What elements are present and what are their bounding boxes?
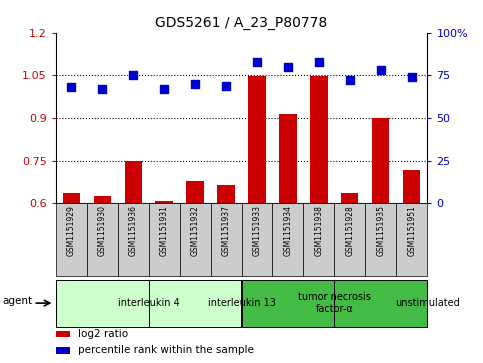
Point: [253, 59, 261, 65]
Text: GSM1151937: GSM1151937: [222, 205, 230, 256]
Bar: [372, 118, 389, 363]
Bar: [403, 170, 421, 363]
Text: GSM1151938: GSM1151938: [314, 205, 324, 256]
Point: [284, 64, 292, 70]
Text: GSM1151951: GSM1151951: [408, 205, 416, 256]
Bar: [280, 114, 297, 363]
Bar: [217, 185, 235, 363]
Text: agent: agent: [3, 296, 33, 306]
Text: log2 ratio: log2 ratio: [78, 329, 128, 339]
Bar: [366, 203, 397, 276]
Title: GDS5261 / A_23_P80778: GDS5261 / A_23_P80778: [156, 16, 327, 30]
Bar: [149, 203, 180, 276]
Bar: [248, 76, 266, 363]
Point: [191, 81, 199, 87]
Text: GSM1151934: GSM1151934: [284, 205, 293, 256]
Bar: [125, 161, 142, 363]
Bar: [94, 196, 111, 363]
Bar: [56, 347, 71, 354]
Bar: [272, 203, 303, 276]
Text: interleukin 13: interleukin 13: [208, 298, 275, 308]
Bar: [397, 203, 427, 276]
Bar: [62, 193, 80, 363]
Bar: [211, 203, 242, 276]
Bar: [156, 201, 172, 363]
Text: GSM1151932: GSM1151932: [190, 205, 199, 256]
Bar: [56, 280, 149, 327]
Point: [98, 86, 106, 92]
Bar: [149, 280, 242, 327]
Text: GSM1151931: GSM1151931: [159, 205, 169, 256]
Point: [315, 59, 323, 65]
Point: [160, 86, 168, 92]
Text: GSM1151936: GSM1151936: [128, 205, 138, 256]
Bar: [86, 203, 117, 276]
Bar: [334, 280, 427, 327]
Bar: [341, 193, 358, 363]
Text: GSM1151933: GSM1151933: [253, 205, 261, 256]
Bar: [56, 331, 71, 337]
Bar: [303, 203, 334, 276]
Bar: [334, 203, 366, 276]
Bar: [180, 203, 211, 276]
Text: unstimulated: unstimulated: [395, 298, 460, 308]
Point: [67, 84, 75, 90]
Bar: [311, 76, 327, 363]
Bar: [117, 203, 149, 276]
Point: [408, 74, 416, 80]
Text: GSM1151928: GSM1151928: [345, 205, 355, 256]
Text: interleukin 4: interleukin 4: [118, 298, 179, 308]
Point: [346, 78, 354, 83]
Text: GSM1151930: GSM1151930: [98, 205, 107, 256]
Text: percentile rank within the sample: percentile rank within the sample: [78, 345, 254, 355]
Point: [377, 67, 385, 73]
Bar: [56, 203, 86, 276]
Text: GSM1151929: GSM1151929: [67, 205, 75, 256]
Point: [129, 72, 137, 78]
Bar: [186, 180, 203, 363]
Bar: [242, 203, 272, 276]
Point: [222, 83, 230, 89]
Text: GSM1151935: GSM1151935: [376, 205, 385, 256]
Text: tumor necrosis
factor-α: tumor necrosis factor-α: [298, 292, 371, 314]
Bar: [242, 280, 334, 327]
